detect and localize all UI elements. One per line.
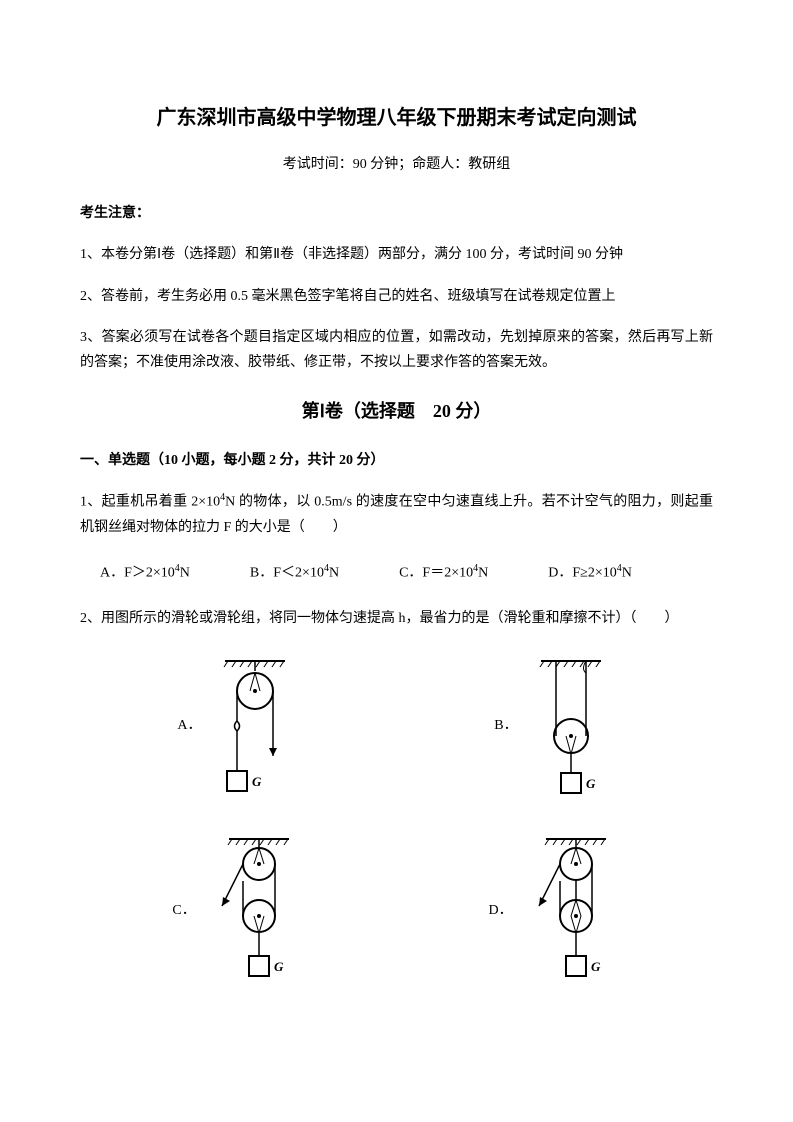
- q1-option-c: C．F＝2×104N: [399, 560, 488, 586]
- pulley-diagram-d: G: [521, 831, 621, 991]
- svg-text:G: G: [586, 776, 596, 791]
- pulley-diagram-c: G: [204, 831, 304, 991]
- exam-title: 广东深圳市高级中学物理八年级下册期末考试定向测试: [80, 100, 713, 136]
- q1-option-a: A．F＞2×104N: [100, 560, 190, 586]
- pulley-row-2: C．: [80, 831, 713, 991]
- notice-3: 3、答案必须写在试卷各个题目指定区域内相应的位置，如需改动，先划掉原来的答案，然…: [80, 325, 713, 375]
- svg-text:G: G: [591, 959, 601, 974]
- sub-section-header: 一、单选题（10 小题，每小题 2 分，共计 20 分）: [80, 448, 713, 473]
- notice-header: 考生注意：: [80, 201, 713, 226]
- q1-text-pre: 1、起重机吊着重 2×10: [80, 494, 220, 509]
- label-d: D．: [488, 898, 512, 923]
- pulley-b: B． G: [494, 651, 615, 801]
- label-a: A．: [177, 713, 201, 738]
- q1-option-d: D．F≥2×104N: [548, 560, 632, 586]
- exam-subtitle: 考试时间：90 分钟；命题人：教研组: [80, 152, 713, 177]
- pulley-row-1: A． G: [80, 651, 713, 801]
- svg-text:G: G: [274, 959, 284, 974]
- svg-text:G: G: [252, 774, 262, 789]
- q1-options: A．F＞2×104N B．F＜2×104N C．F＝2×104N D．F≥2×1…: [80, 560, 713, 586]
- question-1: 1、起重机吊着重 2×104N 的物体，以 0.5m/s 的速度在空中匀速直线上…: [80, 489, 713, 540]
- pulley-diagram-b: G: [526, 651, 616, 801]
- notice-1: 1、本卷分第Ⅰ卷（选择题）和第Ⅱ卷（非选择题）两部分，满分 100 分，考试时间…: [80, 242, 713, 267]
- pulley-diagram-a: G: [210, 651, 300, 801]
- pulley-a: A． G: [177, 651, 299, 801]
- label-c: C．: [172, 898, 195, 923]
- section-1-title: 第Ⅰ卷（选择题 20 分）: [80, 395, 713, 427]
- question-2: 2、用图所示的滑轮或滑轮组，将同一物体匀速提高 h，最省力的是（滑轮重和摩擦不计…: [80, 606, 713, 631]
- notice-2: 2、答卷前，考生务必用 0.5 毫米黑色签字笔将自己的姓名、班级填写在试卷规定位…: [80, 284, 713, 309]
- q1-option-b: B．F＜2×104N: [250, 560, 339, 586]
- label-b: B．: [494, 713, 517, 738]
- pulley-c: C．: [172, 831, 303, 991]
- pulley-d: D．: [488, 831, 620, 991]
